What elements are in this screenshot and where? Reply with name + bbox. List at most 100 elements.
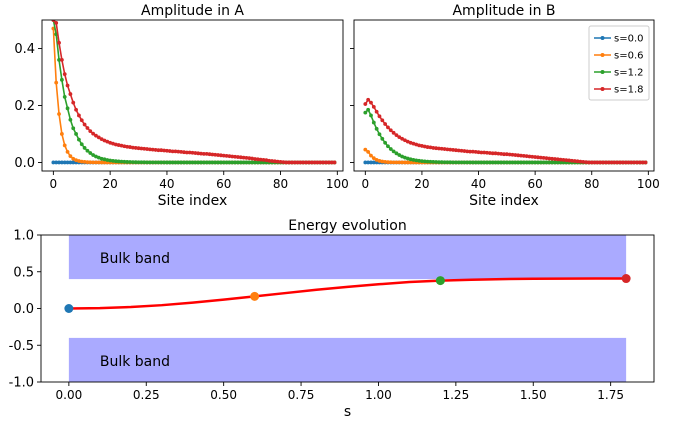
series-1-point [54, 160, 59, 165]
series-1-point [65, 160, 70, 165]
series-4-point [204, 152, 209, 156]
series-4-point [550, 156, 555, 161]
series-4-point [428, 145, 433, 150]
series-2-point [79, 159, 84, 164]
series-3-point [476, 160, 481, 165]
series-3-point [253, 160, 257, 165]
series-4-point [581, 159, 586, 164]
series-2-point [386, 160, 390, 165]
series-2-point [403, 160, 407, 165]
series-4-point [77, 113, 81, 118]
series-4-point [439, 146, 444, 151]
series-line-4 [52, 20, 335, 164]
series-3-point [425, 159, 430, 164]
series-4-point [227, 154, 232, 159]
x-tick-label: 80 [584, 177, 599, 191]
series-3-point [473, 160, 478, 165]
series-4-point [536, 155, 540, 160]
series-3-point [547, 160, 552, 165]
series-4-point [558, 157, 563, 162]
series-3-point [119, 159, 124, 164]
series-4-point [575, 159, 580, 164]
series-3-point [227, 160, 232, 165]
series-4-point [238, 155, 243, 160]
series-3-point [468, 160, 472, 165]
series-3-point [85, 148, 90, 153]
series-3-point [420, 159, 424, 164]
series-4-point [156, 148, 161, 153]
x-tick-label: 0.25 [133, 388, 160, 402]
series-3-point [538, 160, 543, 165]
series-4-point [499, 152, 504, 156]
legend: s=0.0 s=0.6 s=1.2 s=1.8 [588, 25, 650, 101]
series-3-point [369, 113, 373, 118]
series-4-point [74, 107, 78, 112]
series-4-point [570, 158, 574, 163]
series-4-point [281, 160, 286, 165]
series-3-point [233, 160, 237, 165]
series-3-point [105, 158, 110, 162]
series-4-point [510, 152, 515, 157]
series-4-point [307, 160, 311, 165]
series-4-point [59, 57, 64, 62]
series-3-point [496, 160, 501, 165]
series-3-point [216, 160, 220, 165]
series-4-point [420, 144, 424, 148]
x-tick-label: 0 [50, 177, 58, 191]
series-3-point [524, 160, 529, 165]
series-4-point [363, 102, 368, 106]
series-4-point [253, 157, 257, 161]
series-4-point [301, 160, 306, 165]
series-3-point [555, 160, 560, 165]
series-3-point [462, 160, 467, 165]
series-4-point [434, 146, 438, 151]
series-4-point [572, 159, 577, 163]
series-4-point [99, 137, 104, 141]
series-2-point [397, 160, 402, 165]
series-4-point [538, 155, 543, 160]
series-3-point [383, 140, 388, 145]
series-1-point [68, 160, 73, 165]
x-axis-label: s [344, 404, 351, 420]
series-4-point [397, 135, 402, 139]
series-4-point [236, 155, 240, 159]
series-4-point [626, 160, 631, 165]
energy-marker-3 [435, 276, 445, 286]
series-3-point [470, 160, 475, 165]
series-3-point [162, 160, 167, 165]
series-2-point [57, 112, 61, 116]
series-4-point [487, 151, 492, 155]
series-4-point [173, 149, 178, 154]
legend-swatch-marker [600, 87, 605, 91]
series-3-point [204, 160, 209, 165]
series-3-point [521, 160, 526, 165]
series-3-point [513, 160, 518, 165]
series-3-point [156, 160, 161, 165]
series-2-point [85, 160, 90, 165]
series-4-point [167, 149, 172, 153]
series-3-point [182, 160, 186, 165]
series-4-point [190, 150, 195, 155]
series-3-point [465, 160, 470, 165]
series-3-point [247, 160, 252, 165]
series-4-point [592, 160, 597, 165]
series-4-point [162, 148, 167, 153]
series-3-point [221, 160, 226, 165]
series-3-point [397, 153, 402, 157]
series-4-point [57, 40, 61, 45]
series-4-point [196, 151, 201, 156]
series-4-point [176, 149, 181, 154]
y-tick-label: -0.5 [9, 339, 34, 354]
series-4-point [193, 151, 198, 155]
y-tick-label: 0.5 [13, 265, 34, 280]
series-4-point [369, 100, 373, 105]
series-4-point [153, 148, 158, 152]
series-2-point [400, 160, 405, 165]
series-4-point [623, 160, 628, 165]
series-4-point [304, 160, 308, 165]
series-4-point [261, 157, 266, 162]
series-4-point [425, 145, 430, 149]
series-4-point [247, 156, 252, 161]
series-4-point [635, 160, 639, 165]
series-3-point [377, 132, 382, 137]
